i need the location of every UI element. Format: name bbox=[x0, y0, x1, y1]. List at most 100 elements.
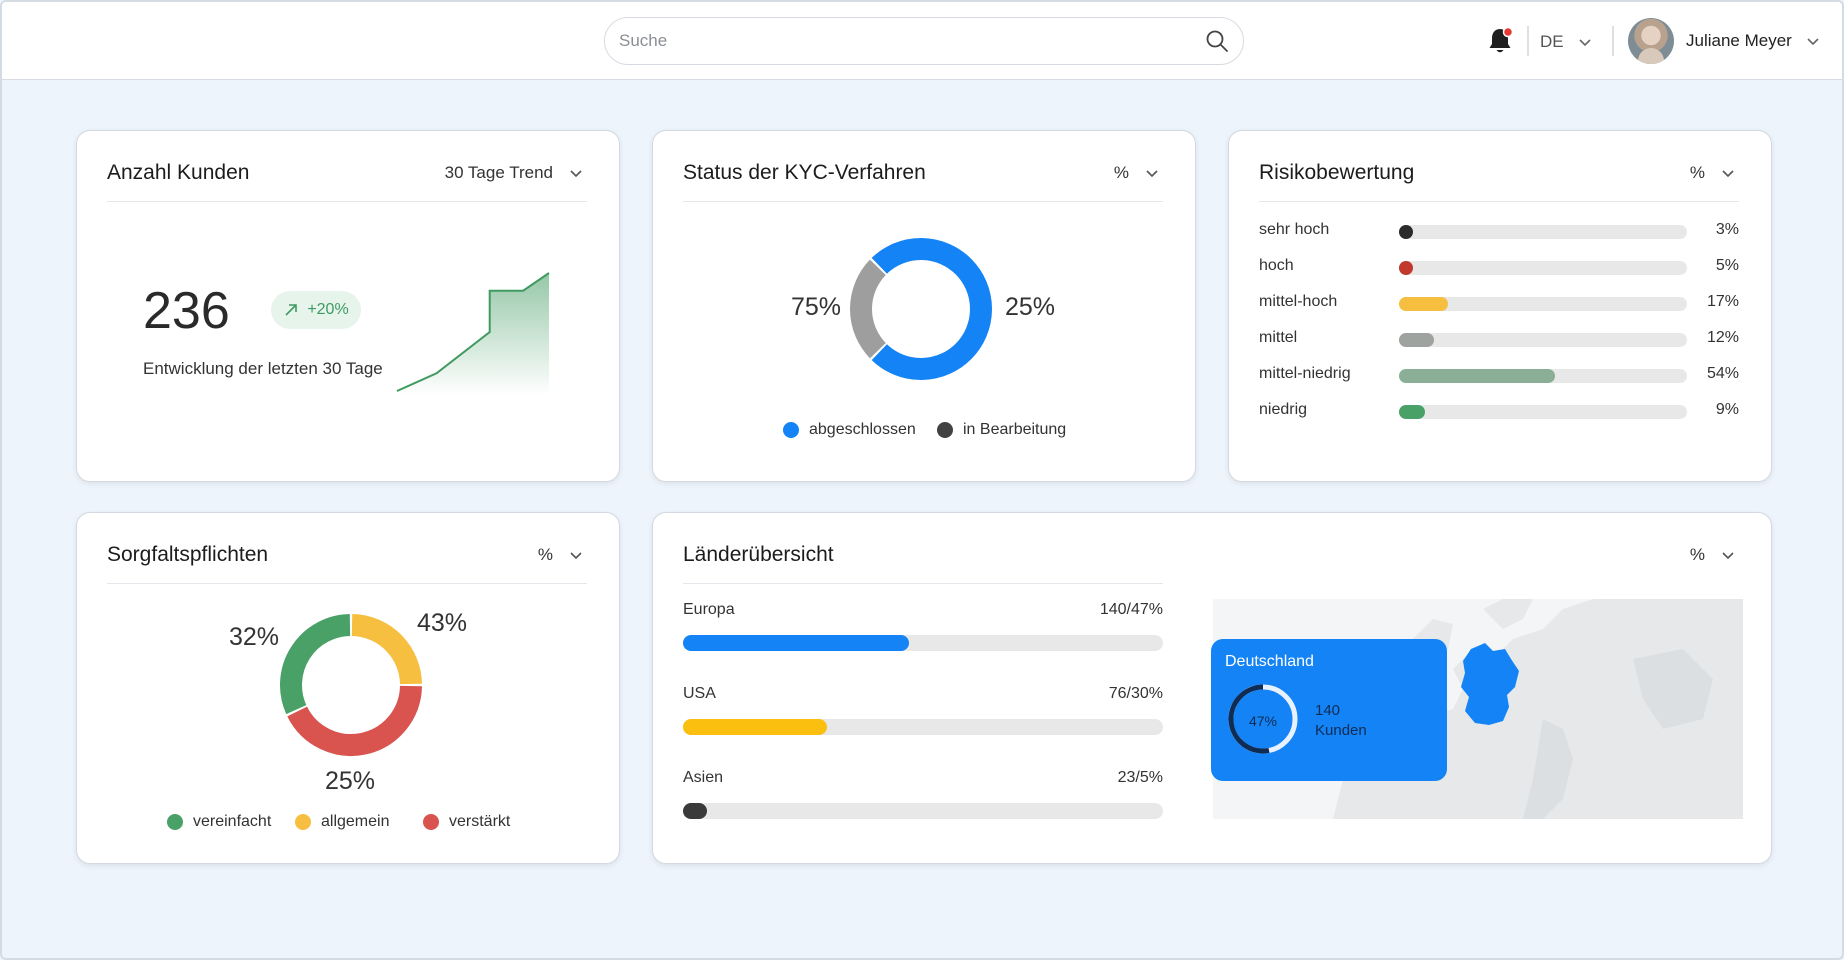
card-title: Status der KYC-Verfahren bbox=[683, 161, 926, 184]
card-title: Anzahl Kunden bbox=[107, 161, 250, 184]
legend-item-simplified: vereinfacht bbox=[167, 813, 271, 831]
risk-bar bbox=[1399, 369, 1555, 383]
diligence-card: Sorgfaltspflichten % 32% 43% 25% vereinf… bbox=[76, 512, 620, 864]
country-label: Europa bbox=[683, 601, 735, 618]
legend-label: in Bearbeitung bbox=[963, 421, 1067, 438]
diligence-label-enhanced: 43% bbox=[417, 609, 468, 637]
unit-select-label: % bbox=[1689, 163, 1705, 182]
legend-item-general: allgemein bbox=[295, 813, 389, 831]
land-mass bbox=[1483, 599, 1533, 629]
risk-value: 54% bbox=[1706, 365, 1739, 382]
trend-badge: +20% bbox=[271, 291, 361, 329]
chevron-down-icon bbox=[570, 170, 582, 178]
diligence-donut-chart bbox=[280, 614, 422, 756]
kyc-donut-chart bbox=[850, 238, 992, 380]
tooltip-count: 140 Kunden bbox=[1315, 701, 1367, 741]
country-value: 23/5% bbox=[1117, 769, 1163, 786]
trend-sparkline bbox=[396, 272, 550, 395]
kyc-card: Status der KYC-Verfahren % 75% 25% abges… bbox=[652, 130, 1196, 482]
legend-dot bbox=[783, 422, 799, 438]
avatar bbox=[1628, 18, 1674, 64]
card-title: Risikobewertung bbox=[1259, 161, 1415, 184]
risk-bar bbox=[1399, 333, 1434, 347]
risk-row: mittel-niedrig 54% bbox=[1259, 363, 1739, 387]
chevron-down-icon bbox=[1807, 38, 1819, 46]
legend-label: vereinfacht bbox=[193, 813, 272, 830]
legend-label: verstärkt bbox=[449, 813, 511, 830]
legend-item-completed: abgeschlossen bbox=[783, 421, 916, 439]
diligence-label-general: 25% bbox=[325, 767, 376, 795]
sparkline-area bbox=[397, 273, 549, 395]
user-menu[interactable]: Juliane Meyer bbox=[1628, 18, 1820, 64]
risk-label: hoch bbox=[1259, 257, 1294, 274]
country-row: Europa 140/47% bbox=[683, 601, 1163, 651]
notification-dot bbox=[1502, 26, 1514, 38]
risk-row: sehr hoch 3% bbox=[1259, 219, 1739, 243]
tooltip-count-value: 140 bbox=[1315, 702, 1341, 719]
donut-slice-general bbox=[351, 614, 422, 685]
country-bar-track bbox=[683, 635, 1163, 651]
country-bar bbox=[683, 803, 707, 819]
trend-value: +20% bbox=[307, 301, 349, 318]
country-share-ring bbox=[1228, 684, 1298, 754]
search-bar[interactable] bbox=[604, 17, 1244, 65]
customers-card: Anzahl Kunden 30 Tage Trend 236 +20% Ent… bbox=[76, 130, 620, 482]
period-select[interactable]: 30 Tage Trend bbox=[445, 163, 583, 183]
country-row: USA 76/30% bbox=[683, 685, 1163, 735]
top-bar: DE Juliane Meyer bbox=[2, 2, 1842, 80]
divider bbox=[1527, 26, 1529, 56]
legend-dot bbox=[937, 422, 953, 438]
donut-slice-simplified bbox=[280, 614, 351, 715]
card-title: Sorgfaltspflichten bbox=[107, 543, 269, 566]
chevron-down-icon bbox=[570, 552, 582, 560]
country-bar-track bbox=[683, 803, 1163, 819]
country-label: USA bbox=[683, 685, 716, 702]
legend-item-in-progress: in Bearbeitung bbox=[937, 421, 1066, 439]
risk-label: sehr hoch bbox=[1259, 221, 1330, 238]
country-label: Asien bbox=[683, 769, 724, 786]
countries-card: Länderübersicht % Europa 140/47% USA 76/30%… bbox=[652, 512, 1772, 864]
diligence-label-simplified: 32% bbox=[229, 623, 280, 651]
unit-select[interactable]: % bbox=[538, 545, 583, 565]
donut-slice-in-progress bbox=[850, 259, 887, 359]
chevron-down-icon bbox=[1146, 170, 1158, 178]
divider bbox=[683, 583, 1163, 584]
notification-bell-icon[interactable] bbox=[1486, 26, 1514, 56]
country-row: Asien 23/5% bbox=[683, 769, 1163, 819]
risk-value: 12% bbox=[1706, 329, 1739, 346]
risk-bar-track bbox=[1399, 333, 1687, 347]
risk-row: mittel-hoch 17% bbox=[1259, 291, 1739, 315]
risk-label: niedrig bbox=[1259, 401, 1308, 418]
chevron-down-icon bbox=[1579, 39, 1591, 47]
risk-bar bbox=[1399, 297, 1448, 311]
sparkline-line bbox=[396, 272, 550, 392]
language-select[interactable]: DE bbox=[1540, 30, 1592, 54]
unit-select[interactable]: % bbox=[1690, 163, 1735, 183]
risk-value: 3% bbox=[1715, 221, 1739, 238]
country-bar bbox=[683, 635, 909, 651]
unit-select-label: % bbox=[1113, 163, 1129, 182]
country-bar bbox=[683, 719, 827, 735]
legend-dot bbox=[295, 814, 311, 830]
country-bar-track bbox=[683, 719, 1163, 735]
search-icon[interactable] bbox=[1205, 29, 1229, 53]
divider bbox=[1259, 201, 1739, 202]
divider bbox=[1612, 26, 1614, 56]
risk-label: mittel-niedrig bbox=[1259, 365, 1351, 382]
germany-shape[interactable] bbox=[1461, 643, 1519, 725]
unit-select[interactable]: % bbox=[1114, 163, 1159, 183]
legend-label: allgemein bbox=[321, 813, 390, 830]
risk-value: 5% bbox=[1715, 257, 1739, 274]
unit-select-label: % bbox=[1689, 545, 1705, 564]
risk-card: Risikobewertung % sehr hoch 3% hoch 5% mitte… bbox=[1228, 130, 1772, 482]
search-input[interactable] bbox=[619, 18, 1179, 63]
risk-bar bbox=[1399, 225, 1413, 239]
risk-row: mittel 12% bbox=[1259, 327, 1739, 351]
risk-label: mittel-hoch bbox=[1259, 293, 1338, 310]
unit-select[interactable]: % bbox=[1690, 545, 1735, 565]
tooltip-country: Deutschland bbox=[1225, 653, 1314, 670]
tooltip-count-unit: Kunden bbox=[1315, 722, 1367, 739]
risk-bar bbox=[1399, 261, 1414, 275]
legend-dot bbox=[167, 814, 183, 830]
